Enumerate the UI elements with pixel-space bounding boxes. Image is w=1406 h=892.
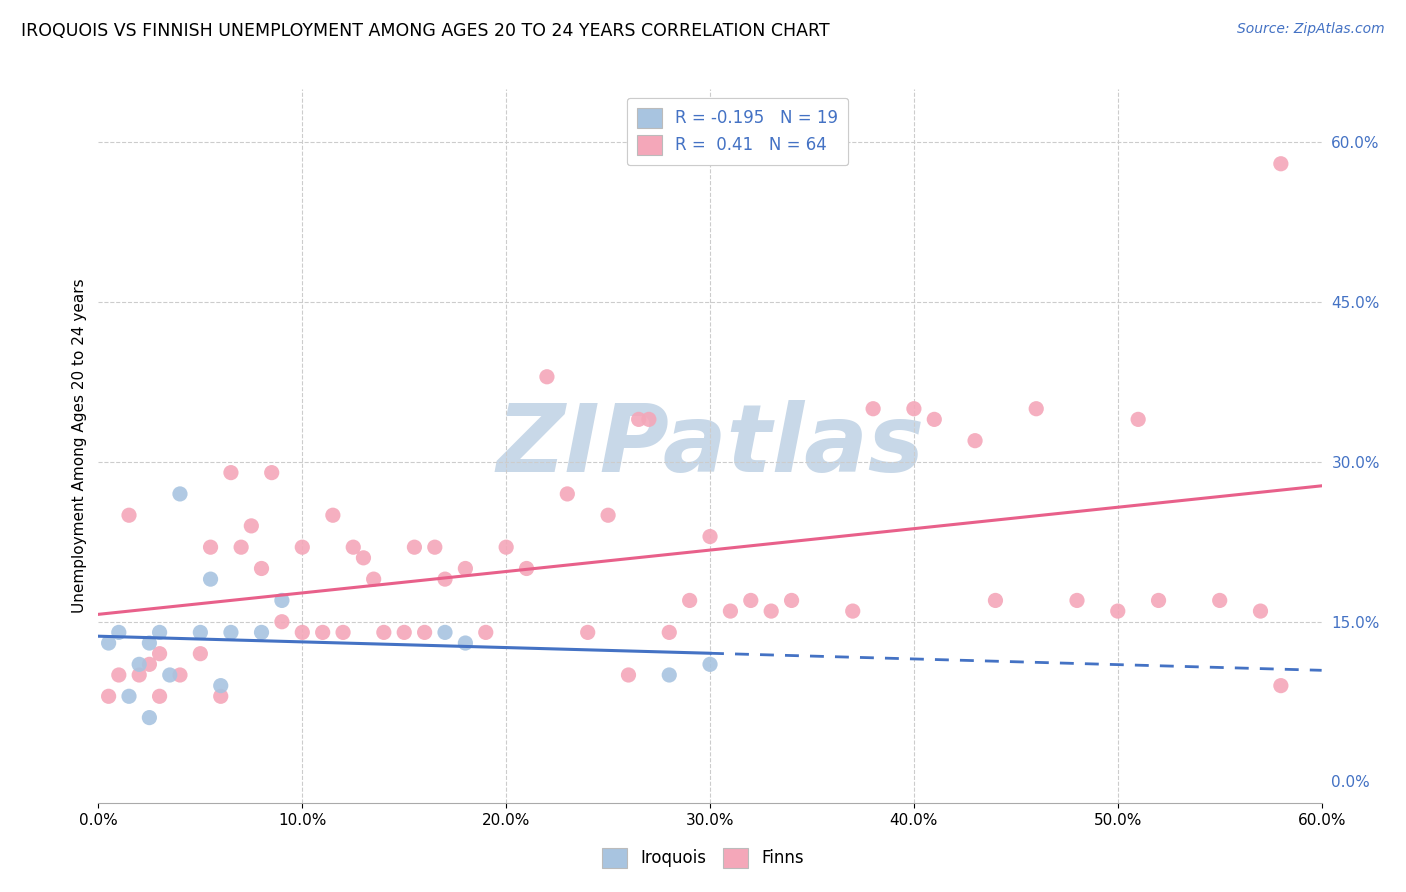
- Point: [260, 466, 283, 480]
- Point: [200, 572, 222, 586]
- Point: [434, 572, 457, 586]
- Point: [108, 625, 131, 640]
- Point: [984, 593, 1007, 607]
- Point: [97, 636, 120, 650]
- Point: [188, 625, 212, 640]
- Point: [240, 519, 263, 533]
- Point: [188, 647, 212, 661]
- Point: [1249, 604, 1271, 618]
- Point: [250, 625, 273, 640]
- Point: [922, 412, 945, 426]
- Point: [699, 657, 721, 672]
- Point: [138, 636, 160, 650]
- Point: [598, 508, 620, 523]
- Point: [1107, 604, 1129, 618]
- Text: ZIPatlas: ZIPatlas: [496, 400, 924, 492]
- Point: [363, 572, 385, 586]
- Point: [209, 690, 232, 704]
- Point: [720, 604, 742, 618]
- Point: [841, 604, 863, 618]
- Point: [617, 668, 640, 682]
- Point: [474, 625, 498, 640]
- Point: [1270, 679, 1292, 693]
- Point: [200, 540, 222, 554]
- Point: [118, 508, 141, 523]
- Point: [138, 657, 160, 672]
- Point: [903, 401, 925, 416]
- Point: [638, 412, 661, 426]
- Point: [679, 593, 702, 607]
- Point: [1025, 401, 1047, 416]
- Point: [138, 710, 160, 724]
- Y-axis label: Unemployment Among Ages 20 to 24 years: Unemployment Among Ages 20 to 24 years: [72, 278, 87, 614]
- Point: [373, 625, 395, 640]
- Point: [658, 625, 681, 640]
- Point: [128, 668, 150, 682]
- Point: [576, 625, 599, 640]
- Point: [209, 679, 232, 693]
- Point: [291, 540, 314, 554]
- Point: [627, 412, 650, 426]
- Point: [536, 369, 558, 384]
- Point: [1147, 593, 1170, 607]
- Point: [231, 540, 253, 554]
- Point: [332, 625, 354, 640]
- Point: [862, 401, 884, 416]
- Point: [761, 604, 783, 618]
- Point: [454, 561, 477, 575]
- Text: Source: ZipAtlas.com: Source: ZipAtlas.com: [1237, 22, 1385, 37]
- Point: [322, 508, 344, 523]
- Point: [780, 593, 803, 607]
- Point: [169, 668, 191, 682]
- Text: IROQUOIS VS FINNISH UNEMPLOYMENT AMONG AGES 20 TO 24 YEARS CORRELATION CHART: IROQUOIS VS FINNISH UNEMPLOYMENT AMONG A…: [21, 22, 830, 40]
- Point: [270, 593, 294, 607]
- Point: [965, 434, 987, 448]
- Point: [149, 625, 172, 640]
- Point: [159, 668, 181, 682]
- Point: [1066, 593, 1088, 607]
- Point: [149, 647, 172, 661]
- Point: [270, 615, 294, 629]
- Point: [1270, 157, 1292, 171]
- Point: [495, 540, 517, 554]
- Point: [118, 690, 141, 704]
- Point: [404, 540, 426, 554]
- Point: [658, 668, 681, 682]
- Point: [108, 668, 131, 682]
- Point: [434, 625, 457, 640]
- Point: [699, 529, 721, 543]
- Point: [413, 625, 436, 640]
- Point: [312, 625, 335, 640]
- Point: [219, 625, 242, 640]
- Point: [342, 540, 364, 554]
- Point: [97, 690, 120, 704]
- Point: [1209, 593, 1232, 607]
- Legend: R = -0.195   N = 19, R =  0.41   N = 64: R = -0.195 N = 19, R = 0.41 N = 64: [627, 97, 848, 165]
- Point: [169, 487, 191, 501]
- Point: [128, 657, 150, 672]
- Point: [250, 561, 273, 575]
- Point: [392, 625, 416, 640]
- Point: [740, 593, 762, 607]
- Legend: Iroquois, Finns: Iroquois, Finns: [595, 841, 811, 875]
- Point: [149, 690, 172, 704]
- Point: [219, 466, 242, 480]
- Point: [1128, 412, 1150, 426]
- Point: [352, 550, 374, 565]
- Point: [454, 636, 477, 650]
- Point: [516, 561, 538, 575]
- Point: [423, 540, 446, 554]
- Point: [291, 625, 314, 640]
- Point: [557, 487, 579, 501]
